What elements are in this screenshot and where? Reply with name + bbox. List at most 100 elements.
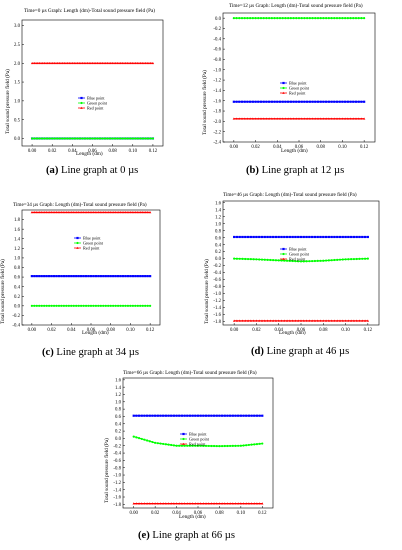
series-point xyxy=(159,502,162,505)
series-point xyxy=(30,211,34,214)
series-point xyxy=(43,304,46,307)
y-tick-label: -0.2 xyxy=(213,27,221,32)
series-point xyxy=(70,304,73,307)
y-tick-label: -2.4 xyxy=(213,141,221,146)
series-point xyxy=(119,211,122,214)
series-point xyxy=(303,100,306,103)
series-point xyxy=(117,275,120,278)
y-tick-label: 0.8 xyxy=(115,408,122,413)
series-point xyxy=(82,304,85,307)
series-point xyxy=(292,100,295,103)
series-point xyxy=(276,100,279,103)
series-point xyxy=(338,235,342,239)
series-point xyxy=(265,17,268,20)
series-point xyxy=(347,319,350,322)
series-point xyxy=(186,444,189,447)
series-point xyxy=(263,319,266,322)
series-point xyxy=(109,211,112,214)
series-point xyxy=(324,319,328,322)
series-point xyxy=(308,117,312,120)
series-point xyxy=(349,100,352,103)
series-point xyxy=(257,17,260,20)
series-point xyxy=(327,259,330,262)
series-point xyxy=(260,319,264,322)
series-point xyxy=(92,275,95,278)
series-point xyxy=(252,319,255,322)
series-point xyxy=(228,502,232,505)
y-tick-label: 2.0 xyxy=(14,62,21,67)
chart-title: Time=46 µs Graph: Length (dm)-Total soun… xyxy=(223,192,357,198)
x-tick-label: 0.08 xyxy=(215,511,224,516)
series-point xyxy=(242,444,245,447)
series-point xyxy=(253,414,256,417)
series-point xyxy=(308,17,311,20)
y-tick-label: -0.6 xyxy=(113,459,121,464)
figure-caption: (d) Line graph at 46 µs xyxy=(251,346,349,358)
y-tick-label: 1.2 xyxy=(215,215,222,220)
series-point xyxy=(65,211,68,214)
series-point xyxy=(129,275,132,278)
series-point xyxy=(112,275,115,278)
series-point xyxy=(361,235,364,239)
series-point xyxy=(66,61,69,65)
series-point xyxy=(291,259,294,263)
series-point xyxy=(258,319,261,322)
series-point xyxy=(247,414,250,417)
series-point xyxy=(252,258,255,261)
series-point xyxy=(324,235,328,239)
y-tick-label: 1.6 xyxy=(215,201,222,206)
series-point xyxy=(117,304,120,307)
series-point xyxy=(87,275,90,278)
series-point xyxy=(136,275,139,278)
y-tick-label: 0.8 xyxy=(215,229,222,234)
series-point xyxy=(232,117,236,120)
series-point xyxy=(226,444,229,448)
series-point xyxy=(132,435,135,438)
series-point xyxy=(86,61,89,65)
series-point xyxy=(47,211,51,214)
series-point xyxy=(141,61,145,65)
series-point xyxy=(60,275,63,278)
series-point xyxy=(129,304,132,307)
series-point xyxy=(238,235,241,239)
series-point xyxy=(35,304,38,307)
series-point xyxy=(146,137,149,140)
y-tick-label: 0.2 xyxy=(115,430,122,435)
series-point xyxy=(260,258,264,261)
series-point xyxy=(363,235,367,239)
series-point xyxy=(289,117,293,120)
series-point xyxy=(131,211,135,214)
series-point xyxy=(135,502,138,505)
series-point xyxy=(269,258,272,262)
series-point xyxy=(352,17,355,20)
series-point xyxy=(143,414,146,417)
series-point xyxy=(281,17,284,20)
series-point xyxy=(43,275,46,278)
series-point xyxy=(135,414,138,417)
series-point xyxy=(36,137,39,140)
caption-letter: (a) xyxy=(46,165,59,176)
series-point xyxy=(136,61,140,65)
y-tick-label: -1.0 xyxy=(113,474,121,479)
series-point xyxy=(62,211,66,214)
series-point xyxy=(333,258,336,262)
y-tick-label: -1.8 xyxy=(213,110,221,115)
series-point xyxy=(306,100,309,103)
legend-entry: Blue point xyxy=(87,95,105,100)
legend-marker xyxy=(282,81,285,85)
series-point xyxy=(335,100,339,103)
series-point xyxy=(284,100,287,103)
series-point xyxy=(269,235,272,239)
series-point xyxy=(249,100,252,103)
series-point xyxy=(265,100,268,103)
series-point xyxy=(48,61,51,65)
x-tick-label: 0.00 xyxy=(28,328,37,333)
series-point xyxy=(183,502,186,505)
series-point xyxy=(341,100,344,103)
series-point xyxy=(242,502,245,505)
series-point xyxy=(327,100,330,103)
caption-letter: (e) xyxy=(138,530,150,541)
series-point xyxy=(191,502,194,505)
series-point xyxy=(232,17,235,20)
series-point xyxy=(57,211,61,214)
